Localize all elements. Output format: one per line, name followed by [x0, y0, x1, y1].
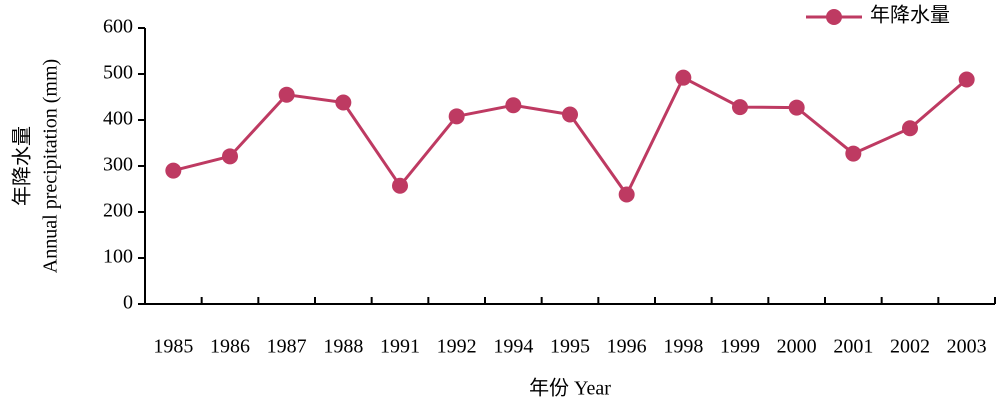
- y-tick-label: 100: [103, 246, 133, 268]
- y-tick-label: 0: [123, 292, 133, 314]
- x-tick-label: 1998: [663, 336, 703, 358]
- x-tick-label: 1987: [267, 336, 307, 358]
- data-point: [392, 177, 408, 194]
- legend-label: 年降水量: [870, 4, 950, 27]
- x-tick-label: 1999: [720, 336, 760, 358]
- x-tick-label: 2002: [890, 336, 930, 358]
- legend-marker: [826, 9, 842, 25]
- y-tick-label: 600: [103, 16, 133, 38]
- data-point: [448, 108, 465, 125]
- x-tick-label: 1995: [550, 336, 590, 358]
- data-point: [562, 106, 578, 123]
- y-axis-label: Annual precipitation (mm): [40, 59, 62, 273]
- y-axis-label: 年降水量: [11, 126, 34, 206]
- data-point: [732, 99, 748, 116]
- data-point: [845, 145, 862, 162]
- x-tick-label: 1996: [607, 336, 647, 358]
- y-tick-label: 300: [103, 154, 133, 176]
- x-tick-label: 1986: [210, 336, 250, 358]
- y-tick-label: 400: [103, 108, 133, 130]
- data-point: [505, 97, 522, 114]
- x-axis-label: 年份 Year: [529, 377, 611, 400]
- data-point: [278, 86, 295, 103]
- x-tick-label: 1994: [493, 336, 533, 358]
- data-point: [335, 94, 352, 111]
- x-tick-label: 1991: [380, 336, 420, 358]
- x-tick-label: 1988: [323, 336, 363, 358]
- x-tick-label: 2000: [777, 336, 817, 358]
- data-point: [788, 99, 805, 116]
- x-tick-label: 2001: [833, 336, 873, 358]
- x-tick-label: 1985: [153, 336, 193, 358]
- x-tick-label: 2003: [947, 336, 987, 358]
- data-point: [222, 148, 238, 165]
- data-point: [902, 120, 918, 137]
- data-point: [618, 186, 635, 203]
- data-point: [675, 69, 692, 86]
- y-tick-label: 200: [103, 200, 133, 222]
- data-point: [958, 71, 975, 88]
- x-tick-label: 1992: [437, 336, 477, 358]
- y-tick-label: 500: [103, 62, 133, 84]
- data-point: [165, 162, 182, 179]
